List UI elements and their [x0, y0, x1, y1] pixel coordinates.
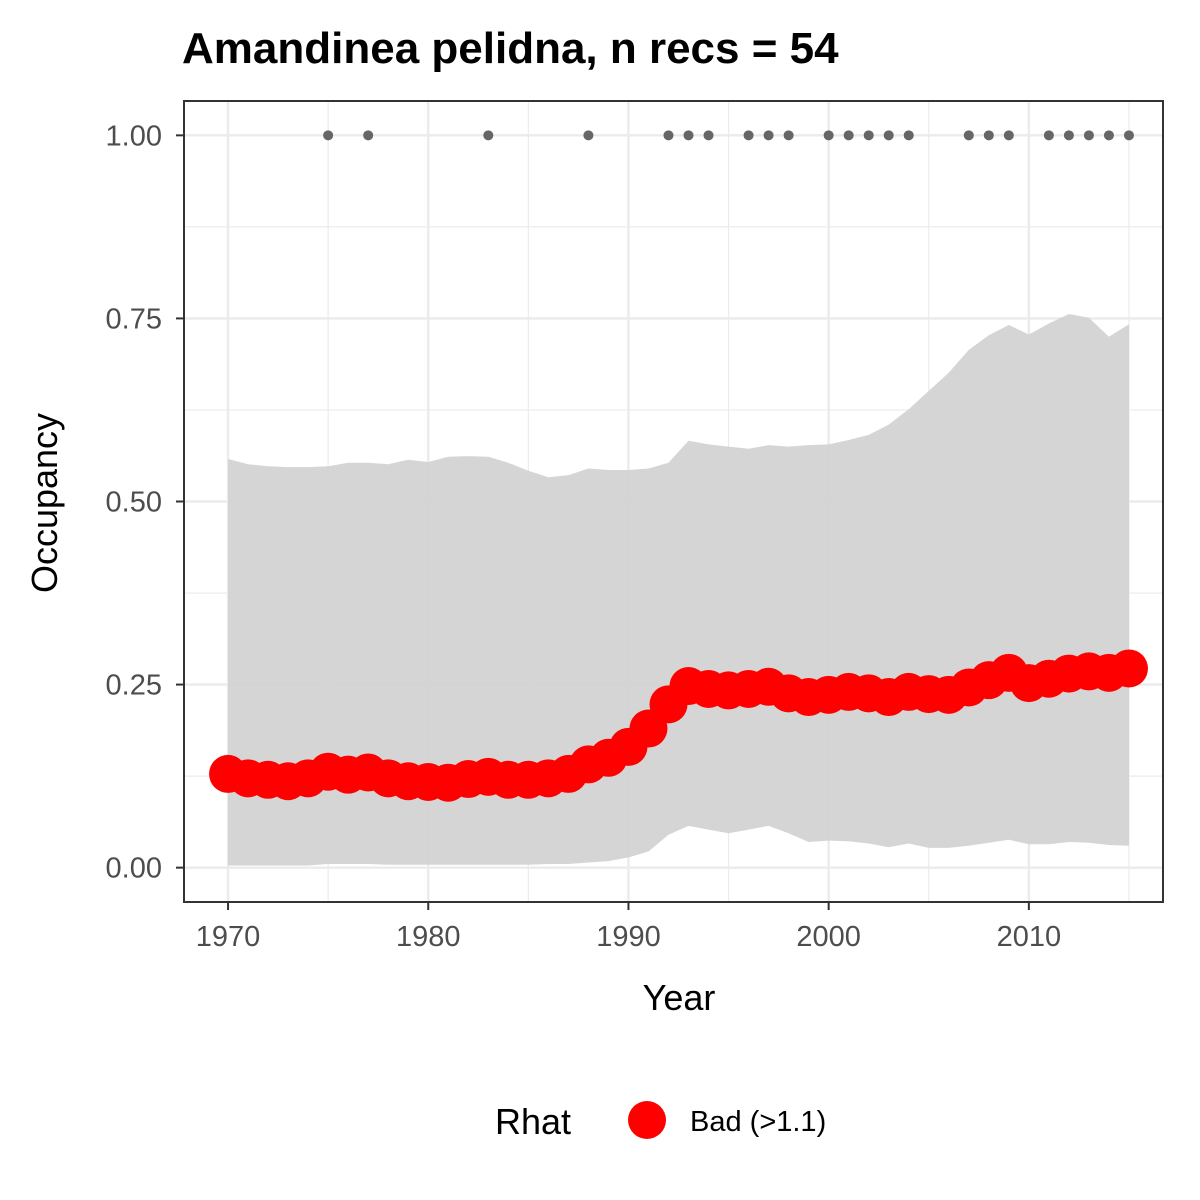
- record-point: [863, 130, 874, 141]
- x-tick-label: 1990: [596, 921, 661, 953]
- record-point: [883, 130, 894, 141]
- y-tick-label: 1.00: [106, 120, 162, 152]
- record-point: [903, 130, 914, 141]
- confidence-band: [228, 314, 1129, 866]
- record-point: [983, 130, 994, 141]
- record-point: [963, 130, 974, 141]
- record-point: [703, 130, 714, 141]
- record-point: [1063, 130, 1074, 141]
- chart-title: Amandinea pelidna, n recs = 54: [182, 24, 839, 73]
- x-tick-label: 2010: [997, 921, 1062, 953]
- record-point: [483, 130, 494, 141]
- y-axis: 0.00 0.25 0.50 0.75 1.00: [106, 120, 184, 885]
- record-point: [783, 130, 794, 141]
- record-point: [823, 130, 834, 141]
- record-point: [363, 130, 374, 141]
- record-point: [583, 130, 594, 141]
- y-tick-label: 0.00: [106, 853, 162, 885]
- record-point: [663, 130, 674, 141]
- x-axis: 1970 1980 1990 2000 2010: [196, 902, 1061, 953]
- record-point: [1083, 130, 1094, 141]
- y-tick-label: 0.25: [106, 670, 162, 702]
- legend: Rhat Bad (>1.1): [495, 1101, 826, 1142]
- record-point: [1043, 130, 1054, 141]
- record-point: [1123, 130, 1134, 141]
- legend-key-bad: [628, 1101, 666, 1139]
- record-point: [1003, 130, 1014, 141]
- legend-title: Rhat: [495, 1101, 571, 1142]
- x-axis-title: Year: [643, 977, 716, 1018]
- occupancy-point: [1109, 649, 1148, 688]
- x-tick-label: 1970: [196, 921, 261, 953]
- record-point: [843, 130, 854, 141]
- x-tick-label: 2000: [796, 921, 861, 953]
- record-point: [763, 130, 774, 141]
- record-point: [683, 130, 694, 141]
- record-point: [323, 130, 334, 141]
- legend-label-bad: Bad (>1.1): [690, 1106, 826, 1138]
- y-axis-title: Occupancy: [24, 413, 65, 593]
- y-tick-label: 0.50: [106, 487, 162, 519]
- y-tick-label: 0.75: [106, 303, 162, 335]
- plot-panel: [183, 100, 1164, 903]
- x-tick-label: 1980: [396, 921, 461, 953]
- record-points: [323, 130, 1134, 141]
- record-point: [743, 130, 754, 141]
- record-point: [1103, 130, 1114, 141]
- occupancy-points: [209, 649, 1148, 802]
